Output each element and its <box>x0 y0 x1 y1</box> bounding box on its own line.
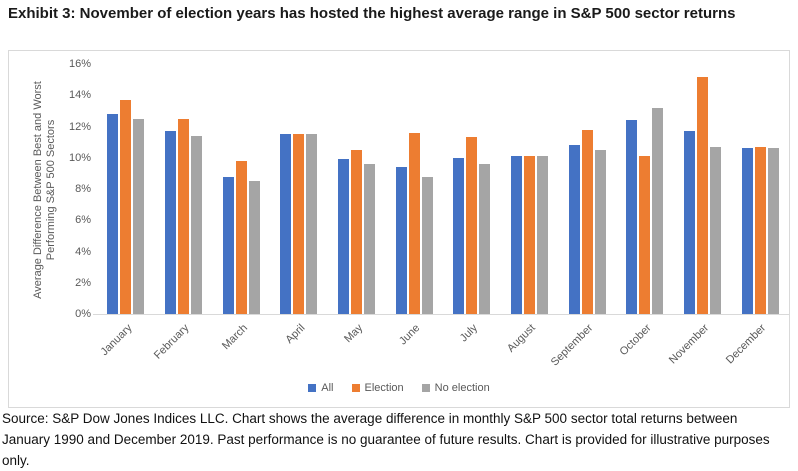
bar-no-election-april <box>306 134 318 314</box>
bar-all-february <box>165 131 176 314</box>
bar-no-election-may <box>364 164 376 314</box>
bar-all-september <box>568 145 580 314</box>
x-axis-label-cell-december: December <box>724 316 789 374</box>
x-axis-label-november: November <box>666 322 712 367</box>
legend-item-all: All <box>308 382 334 394</box>
x-axis-label-cell-november: November <box>667 316 732 374</box>
y-tick-label-10: 10% <box>68 151 91 164</box>
bar-no-election-august <box>537 156 549 314</box>
bar-election-september <box>581 129 593 314</box>
x-axis-label-january: January <box>98 322 135 359</box>
bar-group-november <box>674 64 732 314</box>
x-axis-label-august: August <box>505 322 539 355</box>
y-tick-label-6: 6% <box>75 214 91 227</box>
bar-group-december <box>731 64 789 314</box>
page-title: Exhibit 3: November of election years ha… <box>8 5 736 22</box>
bar-no-election-october <box>652 107 664 314</box>
bar-no-election-july <box>479 164 491 314</box>
x-axis-label-cell-october: October <box>616 316 674 374</box>
x-axis-labels: January February March April May June July Augu… <box>97 316 789 374</box>
bar-group-august <box>501 64 559 314</box>
bar-no-election-february <box>191 135 202 314</box>
bar-group-february <box>155 64 213 314</box>
bar-group-march <box>212 64 270 314</box>
x-axis-label-cell-june: June <box>385 316 443 374</box>
bar-all-october <box>626 120 638 314</box>
bar-election-august <box>524 156 536 314</box>
y-tick-label-14: 14% <box>68 89 91 102</box>
bar-no-election-january <box>133 118 145 314</box>
x-axis-label-cell-march: March <box>212 316 270 374</box>
bar-election-june <box>408 132 420 314</box>
bar-no-election-march <box>248 181 260 314</box>
bar-election-january <box>120 99 132 314</box>
y-tick-label-2: 2% <box>75 276 91 289</box>
bar-group-july <box>443 64 501 314</box>
legend-swatch-icon-all <box>308 384 317 392</box>
plot-area <box>97 64 789 315</box>
x-axis-label-december: December <box>724 322 769 367</box>
bar-all-august <box>511 156 523 314</box>
bar-group-september <box>558 64 616 314</box>
legend-label-no-election: No election <box>434 382 490 394</box>
x-axis-label-cell-january: January <box>97 316 155 374</box>
bar-no-election-september <box>594 149 606 314</box>
x-axis-label-cell-july: July <box>443 316 501 374</box>
x-axis-label-cell-may: May <box>328 316 386 374</box>
bar-group-may <box>328 64 386 314</box>
x-axis-label-cell-september: September <box>549 316 616 374</box>
legend: All Election No election <box>9 382 789 394</box>
x-axis-origin-tick <box>93 314 97 315</box>
bar-election-april <box>293 134 305 314</box>
bar-all-december <box>741 148 753 314</box>
x-axis-label-april: April <box>283 322 308 347</box>
x-axis-label-cell-february: February <box>152 316 213 374</box>
x-axis-label-july: July <box>458 322 481 345</box>
bar-all-november <box>684 131 696 314</box>
bar-all-january <box>107 114 119 314</box>
bar-all-march <box>222 176 234 314</box>
bar-group-october <box>616 64 674 314</box>
bar-no-election-december <box>767 148 779 314</box>
x-axis-label-october: October <box>617 322 654 359</box>
bar-group-january <box>97 64 155 314</box>
bar-election-december <box>754 146 766 314</box>
x-axis-label-may: May <box>341 322 366 346</box>
chart-container: Average Difference Between Best and Wors… <box>8 50 790 408</box>
bar-no-election-november <box>710 146 722 314</box>
bar-all-may <box>338 159 350 314</box>
bar-all-july <box>453 157 465 314</box>
bar-election-october <box>639 156 651 314</box>
bar-election-february <box>178 118 189 314</box>
x-axis-label-february: February <box>152 322 193 362</box>
bar-no-election-june <box>421 176 433 314</box>
bar-election-july <box>466 137 478 314</box>
bar-election-may <box>351 149 363 314</box>
y-tick-label-8: 8% <box>75 183 91 195</box>
x-axis-label-cell-april: April <box>270 316 328 374</box>
y-tick-label-0: 0% <box>75 308 91 320</box>
bar-all-april <box>280 134 292 314</box>
y-tick-label-16: 16% <box>68 58 91 70</box>
source-note: Source: S&P Dow Jones Indices LLC. Chart… <box>2 411 770 468</box>
legend-swatch-icon-no-election <box>421 384 430 392</box>
x-axis-label-march: March <box>219 322 250 353</box>
legend-item-no-election: No election <box>421 382 490 394</box>
bar-group-april <box>270 64 328 314</box>
legend-label-all: All <box>321 382 334 394</box>
x-axis-label-cell-august: August <box>501 316 559 374</box>
bar-election-march <box>235 160 247 314</box>
bar-group-june <box>385 64 443 314</box>
y-tick-label-4: 4% <box>75 245 91 258</box>
bar-all-june <box>395 167 407 314</box>
legend-swatch-icon-election <box>351 384 360 392</box>
bar-election-november <box>697 76 709 314</box>
y-tick-label-12: 12% <box>68 120 91 133</box>
x-axis-label-june: June <box>397 322 423 348</box>
legend-label-election: Election <box>364 382 404 394</box>
legend-item-election: Election <box>351 382 404 394</box>
